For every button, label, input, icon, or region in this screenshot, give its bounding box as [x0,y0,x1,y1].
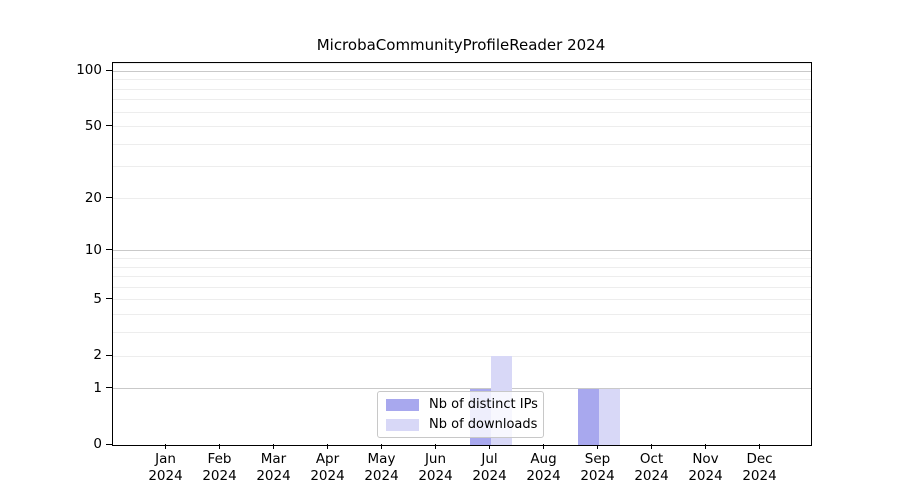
h-gridline-minor [113,126,811,128]
h-gridline-minor [113,198,811,200]
x-tick-year: 2024 [526,468,561,484]
h-gridline-major [113,70,811,72]
h-gridline-minor [113,258,811,260]
x-tick-year: 2024 [310,468,345,484]
x-tick-year: 2024 [418,468,453,484]
h-gridline-minor [113,355,811,357]
h-gridline-minor [113,332,811,334]
h-gridline-minor [113,166,811,168]
h-gridline-minor [113,143,811,145]
h-gridline-minor [113,314,811,316]
y-tick-label: 2 [93,347,102,364]
y-tick-label: 20 [84,189,102,206]
y-tick-label: 5 [93,290,102,307]
x-tick-month: Oct [639,451,664,467]
x-tick-label: Jul 2024 [458,451,522,485]
x-tick [327,444,328,449]
x-tick-year: 2024 [472,468,507,484]
h-gridline-minor [113,79,811,81]
legend-label-downloads: Nb of downloads [429,417,538,432]
x-tick-year: 2024 [580,468,615,484]
x-tick-month: Apr [315,451,340,467]
legend-label-distinct-ips: Nb of distinct IPs [429,397,538,412]
y-tick-label: 10 [84,241,102,258]
y-tick [106,125,112,127]
chart-title: MicrobaCommunityProfileReader 2024 [316,36,606,54]
x-tick-month: Aug [530,451,557,467]
bar-downloads-sep [598,388,620,445]
x-tick [705,444,706,449]
x-tick-label: Oct 2024 [620,451,684,485]
x-tick [651,444,652,449]
x-tick-label: Nov 2024 [674,451,738,485]
x-tick-year: 2024 [148,468,183,484]
x-tick-label: Aug 2024 [512,451,576,485]
y-tick-label: 50 [84,117,102,134]
x-tick-year: 2024 [742,468,777,484]
h-gridline-major [113,250,811,252]
h-gridline-minor [113,276,811,278]
legend-item-downloads: Nb of downloads [378,417,543,432]
x-tick-label: Apr 2024 [296,451,360,485]
x-tick-month: Jun [424,451,447,467]
y-tick [106,69,112,71]
y-tick-label: 0 [93,436,102,452]
y-tick [106,443,112,445]
x-tick [273,444,274,449]
x-tick-month: Dec [746,451,773,467]
x-tick [543,444,544,449]
x-tick-month: Sep [584,451,611,467]
h-gridline-minor [113,63,811,65]
y-tick [106,387,112,389]
x-tick [381,444,382,449]
x-tick [165,444,166,449]
x-tick-year: 2024 [364,468,399,484]
y-tick [106,354,112,356]
y-tick [106,249,112,251]
y-tick-label: 100 [76,62,102,79]
legend-item-distinct-ips: Nb of distinct IPs [378,397,543,412]
x-tick-label: Feb 2024 [188,451,252,485]
x-tick-month: Mar [260,451,287,467]
y-tick [106,298,112,300]
h-gridline-major [113,388,811,390]
x-tick-label: Jan 2024 [134,451,198,485]
y-tick [106,197,112,199]
plot-area [112,62,812,446]
h-gridline-minor [113,88,811,90]
h-gridline-minor [113,286,811,288]
x-tick [489,444,490,449]
x-tick-month: Jul [481,451,498,467]
y-tick-label: 1 [93,379,102,396]
legend-swatch-distinct-ips [386,398,419,411]
bar-distinct-ips-sep [577,388,599,445]
x-tick-month: Nov [692,451,719,467]
h-gridline-minor [113,299,811,301]
x-tick-year: 2024 [202,468,237,484]
x-tick [219,444,220,449]
x-tick-year: 2024 [256,468,291,484]
x-tick-year: 2024 [688,468,723,484]
h-gridline-minor [113,111,811,113]
x-tick-label: Mar 2024 [242,451,306,485]
x-tick-month: Jan [155,451,176,467]
legend: Nb of distinct IPs Nb of downloads [377,391,544,438]
x-tick-year: 2024 [634,468,669,484]
x-tick-label: Dec 2024 [728,451,792,485]
legend-swatch-downloads [386,418,419,431]
h-gridline-minor [113,266,811,268]
x-tick-label: May 2024 [350,451,414,485]
x-tick-month: Feb [207,451,232,467]
x-tick [435,444,436,449]
h-gridline-minor [113,99,811,101]
x-tick-label: Jun 2024 [404,451,468,485]
x-tick-month: May [367,451,396,467]
x-tick-label: Sep 2024 [566,451,630,485]
x-tick [759,444,760,449]
x-tick [597,444,598,449]
